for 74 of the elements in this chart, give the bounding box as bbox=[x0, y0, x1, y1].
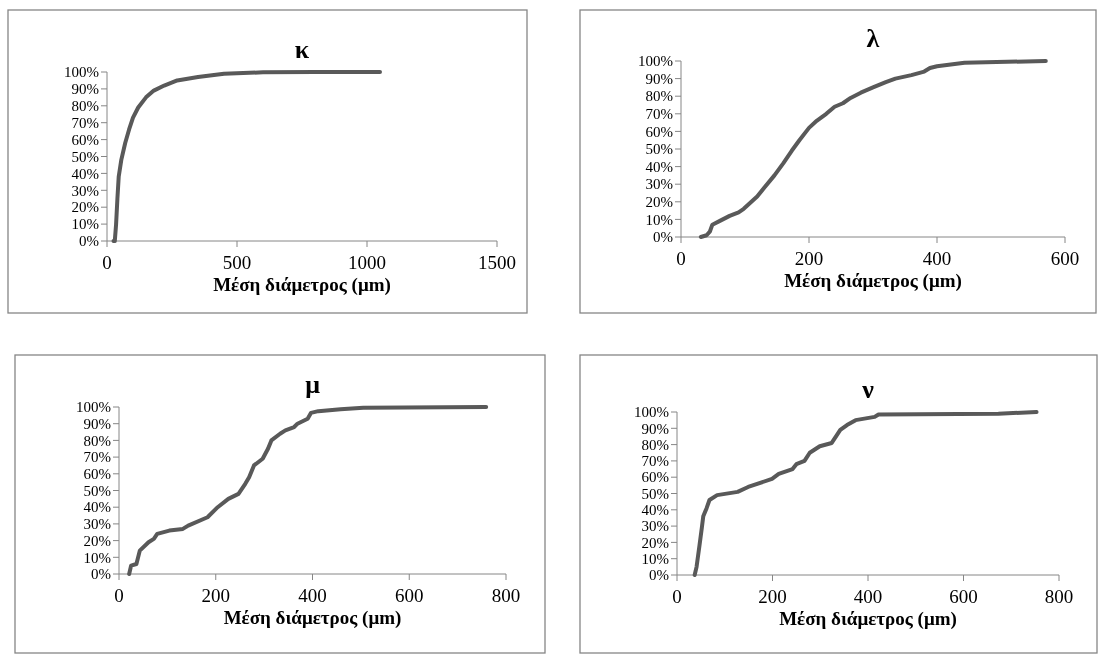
chart-title: κ bbox=[294, 35, 310, 64]
y-tick-label: 10% bbox=[641, 550, 669, 567]
y-tick-label: 50% bbox=[641, 485, 669, 502]
y-tick-label: 100% bbox=[634, 404, 669, 421]
y-tick-label: 70% bbox=[71, 114, 99, 131]
y-tick-label: 60% bbox=[83, 466, 111, 483]
y-tick-label: 70% bbox=[83, 449, 111, 466]
x-tick-label: 0 bbox=[676, 248, 686, 269]
y-tick-label: 0% bbox=[91, 566, 111, 583]
y-tick-label: 80% bbox=[641, 436, 669, 453]
x-tick-label: 200 bbox=[201, 585, 230, 606]
y-tick-label: 30% bbox=[83, 516, 111, 533]
x-tick-label: 400 bbox=[298, 585, 327, 606]
chart-title: μ bbox=[305, 370, 321, 399]
x-tick-label: 400 bbox=[853, 586, 883, 607]
y-tick-label: 30% bbox=[641, 518, 669, 535]
y-tick-label: 20% bbox=[645, 194, 673, 211]
chart-title: ν bbox=[861, 375, 875, 404]
y-tick-label: 50% bbox=[83, 482, 111, 499]
x-tick-label: 600 bbox=[395, 585, 424, 606]
y-tick-label: 20% bbox=[641, 534, 669, 551]
chart-title: λ bbox=[866, 24, 880, 53]
x-tick-label: 500 bbox=[222, 252, 252, 273]
x-axis-title: Μέση διάμετρος (μm) bbox=[223, 607, 402, 629]
x-axis-title: Μέση διάμετρος (μm) bbox=[779, 608, 957, 630]
y-tick-label: 10% bbox=[71, 216, 99, 233]
y-tick-label: 20% bbox=[71, 199, 99, 216]
y-tick-label: 70% bbox=[641, 453, 669, 470]
y-tick-label: 10% bbox=[83, 549, 111, 566]
y-tick-label: 90% bbox=[645, 70, 673, 87]
y-tick-label: 40% bbox=[83, 499, 111, 516]
y-tick-label: 0% bbox=[79, 233, 99, 250]
x-tick-label: 200 bbox=[758, 586, 787, 607]
x-axis-title: Μέση διάμετρος (μm) bbox=[213, 274, 391, 296]
y-tick-label: 80% bbox=[71, 98, 99, 115]
y-tick-label: 80% bbox=[83, 432, 111, 449]
y-tick-label: 70% bbox=[645, 106, 673, 123]
x-tick-label: 400 bbox=[922, 248, 952, 269]
y-tick-label: 100% bbox=[76, 399, 111, 416]
x-tick-label: 0 bbox=[672, 586, 682, 607]
y-tick-label: 60% bbox=[71, 131, 99, 148]
line-series bbox=[111, 70, 382, 243]
y-tick-label: 50% bbox=[645, 141, 673, 158]
y-tick-label: 60% bbox=[645, 123, 673, 140]
y-tick-label: 90% bbox=[71, 81, 99, 98]
y-tick-label: 90% bbox=[83, 415, 111, 432]
y-tick-label: 20% bbox=[83, 532, 111, 549]
y-tick-label: 0% bbox=[649, 567, 669, 584]
x-tick-label: 800 bbox=[491, 585, 521, 606]
y-tick-label: 30% bbox=[71, 182, 99, 199]
x-tick-label: 1000 bbox=[348, 252, 386, 273]
line-series bbox=[692, 410, 1039, 577]
y-tick-label: 40% bbox=[645, 158, 673, 175]
x-tick-label: 1500 bbox=[478, 252, 516, 273]
line-series bbox=[698, 59, 1048, 239]
x-tick-label: 800 bbox=[1044, 586, 1074, 607]
y-tick-label: 100% bbox=[64, 64, 99, 81]
line-series bbox=[127, 405, 489, 576]
x-tick-label: 200 bbox=[794, 248, 824, 269]
x-tick-label: 600 bbox=[949, 586, 978, 607]
y-tick-label: 40% bbox=[641, 502, 669, 519]
y-tick-label: 30% bbox=[645, 176, 673, 193]
y-tick-label: 60% bbox=[641, 469, 669, 486]
y-tick-label: 90% bbox=[641, 420, 669, 437]
y-tick-label: 10% bbox=[645, 211, 673, 228]
y-tick-label: 40% bbox=[71, 165, 99, 182]
x-tick-label: 600 bbox=[1050, 248, 1080, 269]
y-tick-label: 100% bbox=[638, 53, 673, 70]
y-tick-label: 80% bbox=[645, 88, 673, 105]
x-axis-title: Μέση διάμετρος (μm) bbox=[784, 270, 962, 292]
x-tick-label: 0 bbox=[114, 585, 124, 606]
y-tick-label: 50% bbox=[71, 148, 99, 165]
x-tick-label: 0 bbox=[102, 252, 112, 273]
y-tick-label: 0% bbox=[653, 229, 673, 246]
